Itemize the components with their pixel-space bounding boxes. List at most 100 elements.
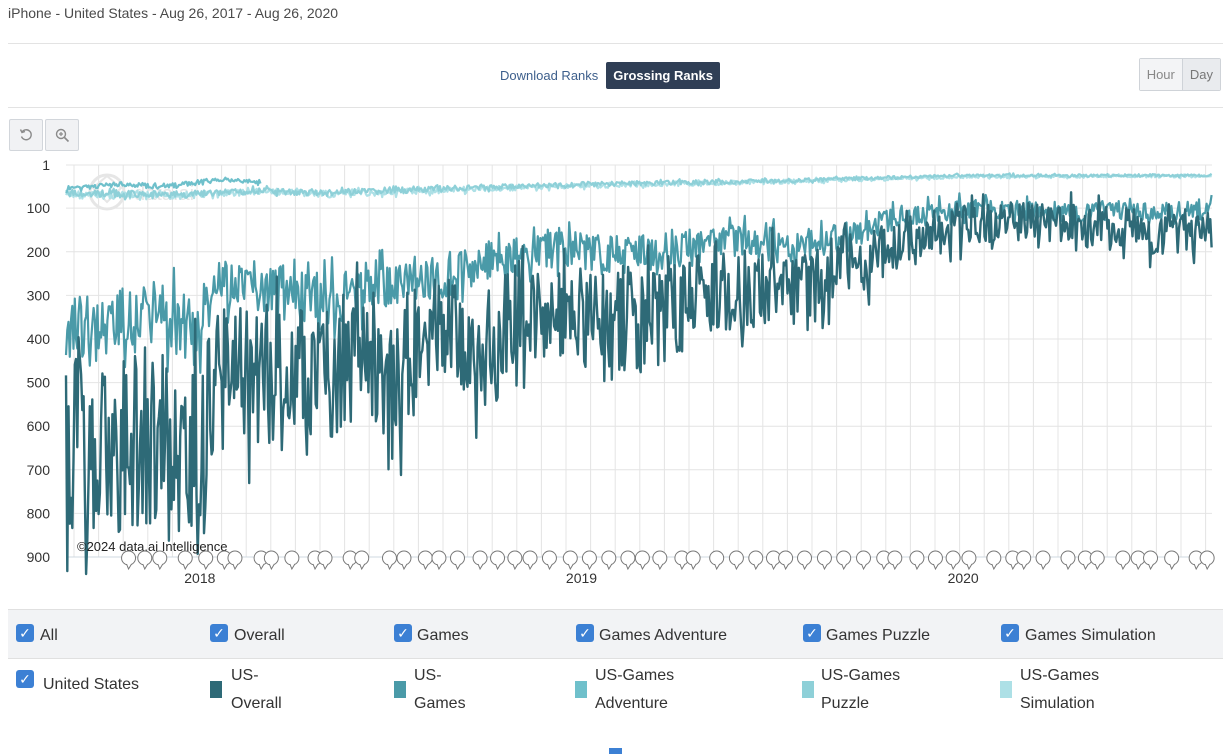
event-marker[interactable] (396, 550, 412, 571)
event-marker-bubble (152, 550, 168, 566)
day-button[interactable]: Day (1181, 59, 1220, 90)
us-games-simulation-legend[interactable]: US-Games Simulation (1020, 662, 1099, 718)
event-marker[interactable] (1035, 550, 1051, 571)
event-marker[interactable] (449, 550, 465, 571)
event-marker[interactable] (177, 550, 193, 571)
event-marker[interactable] (887, 550, 903, 571)
event-marker[interactable] (507, 550, 523, 571)
us-overall-swatch[interactable] (210, 681, 222, 698)
event-marker[interactable] (541, 550, 557, 571)
zoom-button[interactable] (45, 119, 79, 151)
event-marker[interactable] (263, 550, 279, 571)
event-marker[interactable] (1143, 550, 1159, 571)
event-marker-bubble (396, 550, 412, 566)
games-checkbox[interactable]: ✓ (394, 624, 412, 642)
event-marker[interactable] (674, 550, 690, 571)
event-marker-tail (657, 563, 664, 571)
united-states-checkbox[interactable]: ✓ (16, 670, 34, 688)
hour-button[interactable]: Hour (1139, 59, 1182, 90)
event-marker[interactable] (152, 550, 168, 571)
us-games-puzzle-legend[interactable]: US-Games Puzzle (821, 662, 900, 718)
event-marker[interactable] (728, 550, 744, 571)
event-marker[interactable] (1115, 550, 1131, 571)
event-marker[interactable] (909, 550, 925, 571)
event-marker-tail (606, 563, 613, 571)
event-marker[interactable] (121, 550, 137, 571)
overall-checkbox[interactable]: ✓ (210, 624, 228, 642)
legend-line: US-Games (821, 667, 901, 684)
event-marker-tail (1169, 563, 1176, 571)
event-marker[interactable] (685, 550, 701, 571)
event-marker[interactable] (354, 550, 370, 571)
event-marker[interactable] (522, 550, 538, 571)
event-marker-tail (821, 563, 828, 571)
event-marker[interactable] (490, 550, 506, 571)
event-marker[interactable] (961, 550, 977, 571)
event-marker[interactable] (1089, 550, 1105, 571)
event-marker[interactable] (797, 550, 813, 571)
us-games-adventure-swatch[interactable] (575, 681, 587, 698)
event-marker-bubble (856, 550, 872, 566)
event-marker-bubble (1164, 550, 1180, 566)
event-marker[interactable] (836, 550, 852, 571)
event-marker-tail (203, 563, 210, 571)
event-marker[interactable] (284, 550, 300, 571)
event-marker[interactable] (986, 550, 1002, 571)
games-puzzle-checkbox[interactable]: ✓ (803, 624, 821, 642)
event-marker[interactable] (581, 550, 597, 571)
event-marker-tail (881, 563, 888, 571)
event-marker-bubble (1060, 550, 1076, 566)
event-marker[interactable] (709, 550, 725, 571)
event-marker-bubble (198, 550, 214, 566)
event-marker[interactable] (417, 550, 433, 571)
scroll-indicator (609, 748, 622, 754)
event-marker-tail (512, 563, 519, 571)
reset-zoom-button[interactable] (9, 119, 43, 151)
event-marker[interactable] (198, 550, 214, 571)
event-marker-bubble (1035, 550, 1051, 566)
us-games-puzzle-swatch[interactable] (802, 681, 814, 698)
us-games-adventure-legend[interactable]: US-Games Adventure (595, 662, 674, 718)
event-marker-tail (966, 563, 973, 571)
event-marker[interactable] (317, 550, 333, 571)
event-marker[interactable] (945, 550, 961, 571)
us-overall-legend[interactable]: US- Overall (231, 662, 282, 718)
event-marker[interactable] (816, 550, 832, 571)
games-simulation-checkbox[interactable]: ✓ (1001, 624, 1019, 642)
event-marker[interactable] (562, 550, 578, 571)
event-marker[interactable] (1164, 550, 1180, 571)
event-marker[interactable] (748, 550, 764, 571)
event-marker[interactable] (1060, 550, 1076, 571)
legend-line: US-Games (1020, 667, 1100, 684)
event-marker[interactable] (620, 550, 636, 571)
event-marker-tail (914, 563, 921, 571)
event-marker[interactable] (1130, 550, 1146, 571)
event-marker[interactable] (634, 550, 650, 571)
event-marker[interactable] (137, 550, 153, 571)
event-marker[interactable] (431, 550, 447, 571)
rank-chart[interactable]: 1 100 200 300 400 500 600 700 800 900 2018 2019 202… (0, 152, 1227, 592)
games-adventure-checkbox[interactable]: ✓ (576, 624, 594, 642)
event-marker[interactable] (778, 550, 794, 571)
event-marker-tail (714, 563, 721, 571)
event-marker-tail (1204, 563, 1211, 571)
event-marker[interactable] (1016, 550, 1032, 571)
event-marker[interactable] (227, 550, 243, 571)
grossing-ranks-tab[interactable]: Grossing Ranks (606, 62, 720, 89)
event-marker-bubble (927, 550, 943, 566)
event-marker[interactable] (652, 550, 668, 571)
us-games-simulation-swatch[interactable] (1000, 681, 1012, 698)
event-marker[interactable] (927, 550, 943, 571)
event-marker-bubble (284, 550, 300, 566)
event-marker[interactable] (856, 550, 872, 571)
us-games-legend[interactable]: US- Games (414, 662, 466, 718)
event-marker[interactable] (381, 550, 397, 571)
us-games-swatch[interactable] (394, 681, 406, 698)
download-ranks-tab[interactable]: Download Ranks (500, 68, 599, 83)
event-marker[interactable] (1199, 550, 1215, 571)
event-marker[interactable] (601, 550, 617, 571)
event-marker[interactable] (472, 550, 488, 571)
event-marker-tail (142, 563, 149, 571)
all-checkbox[interactable]: ✓ (16, 624, 34, 642)
legend-line: US- (231, 667, 259, 684)
